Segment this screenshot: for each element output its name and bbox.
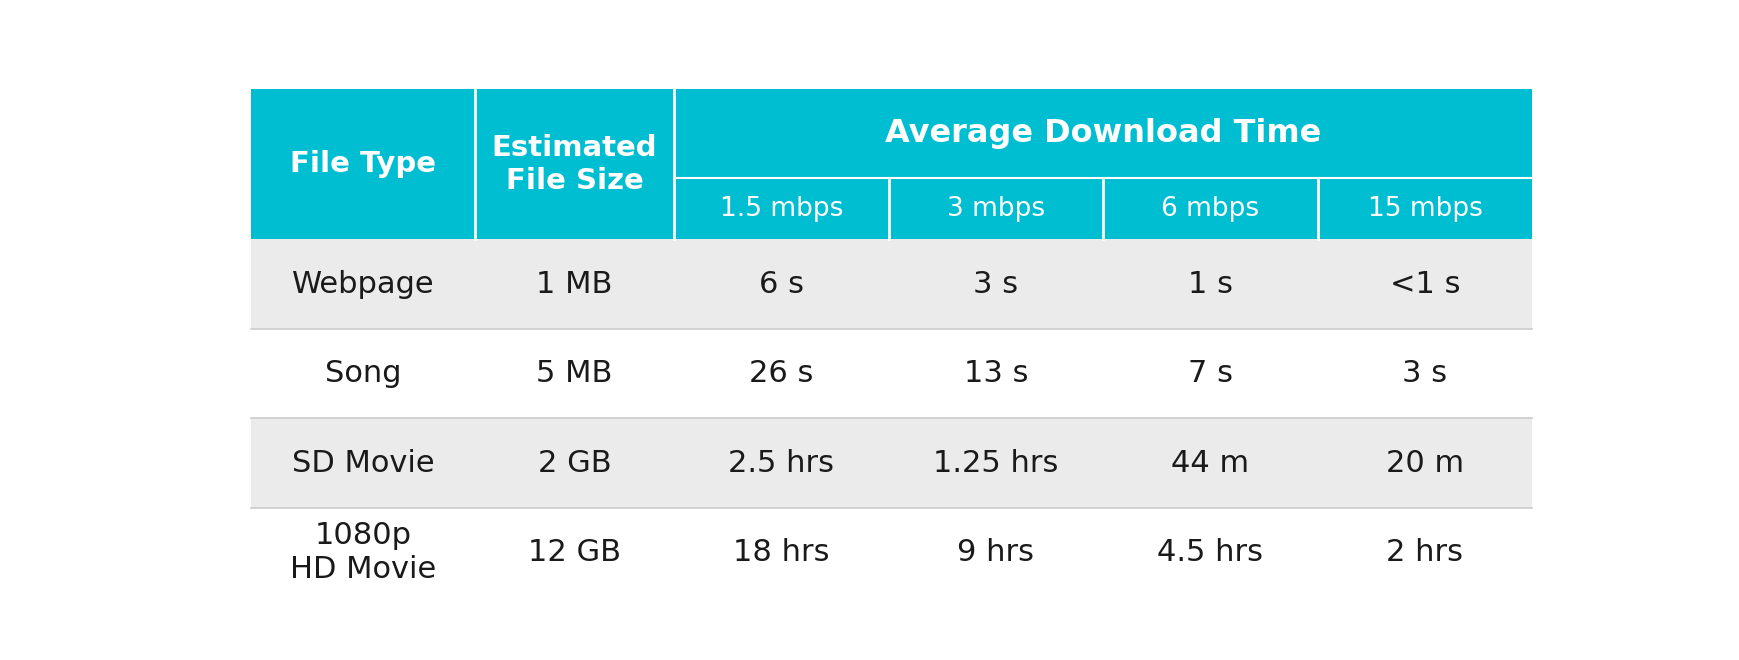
Text: 20 m: 20 m xyxy=(1386,449,1462,478)
Text: SD Movie: SD Movie xyxy=(292,449,435,478)
Text: Webpage: Webpage xyxy=(292,269,435,298)
Bar xyxy=(250,508,1532,597)
Bar xyxy=(250,329,1532,418)
Bar xyxy=(250,89,475,240)
Text: 6 s: 6 s xyxy=(758,269,803,298)
Bar xyxy=(1103,178,1316,240)
Text: 7 s: 7 s xyxy=(1188,359,1233,388)
Text: 13 s: 13 s xyxy=(963,359,1028,388)
Text: 3 mbps: 3 mbps xyxy=(946,196,1045,222)
Text: 1080p
HD Movie: 1080p HD Movie xyxy=(290,521,436,584)
Text: 2 GB: 2 GB xyxy=(537,449,610,478)
Text: 5 MB: 5 MB xyxy=(536,359,612,388)
Text: 6 mbps: 6 mbps xyxy=(1160,196,1259,222)
Text: 18 hrs: 18 hrs xyxy=(732,539,830,568)
Text: 2 hrs: 2 hrs xyxy=(1386,539,1462,568)
Text: 1.25 hrs: 1.25 hrs xyxy=(932,449,1057,478)
Text: 15 mbps: 15 mbps xyxy=(1367,196,1482,222)
Text: 1 s: 1 s xyxy=(1188,269,1233,298)
Bar xyxy=(475,89,673,240)
Text: 12 GB: 12 GB xyxy=(529,539,621,568)
Bar xyxy=(250,240,1532,329)
Text: 3 s: 3 s xyxy=(1402,359,1447,388)
Text: Song: Song xyxy=(325,359,402,388)
Bar xyxy=(673,178,889,240)
Text: Average Download Time: Average Download Time xyxy=(885,118,1320,149)
Text: Estimated
File Size: Estimated File Size xyxy=(492,134,657,195)
Text: File Type: File Type xyxy=(290,150,436,178)
Bar xyxy=(673,89,1532,178)
Text: 44 m: 44 m xyxy=(1170,449,1249,478)
Bar xyxy=(889,178,1103,240)
Text: 4.5 hrs: 4.5 hrs xyxy=(1156,539,1263,568)
Text: 2.5 hrs: 2.5 hrs xyxy=(729,449,833,478)
Text: 1 MB: 1 MB xyxy=(536,269,612,298)
Bar xyxy=(250,418,1532,508)
Bar xyxy=(1316,178,1532,240)
Text: 3 s: 3 s xyxy=(972,269,1017,298)
Text: <1 s: <1 s xyxy=(1389,269,1459,298)
Text: 9 hrs: 9 hrs xyxy=(956,539,1033,568)
Text: 1.5 mbps: 1.5 mbps xyxy=(720,196,842,222)
Text: 26 s: 26 s xyxy=(748,359,812,388)
